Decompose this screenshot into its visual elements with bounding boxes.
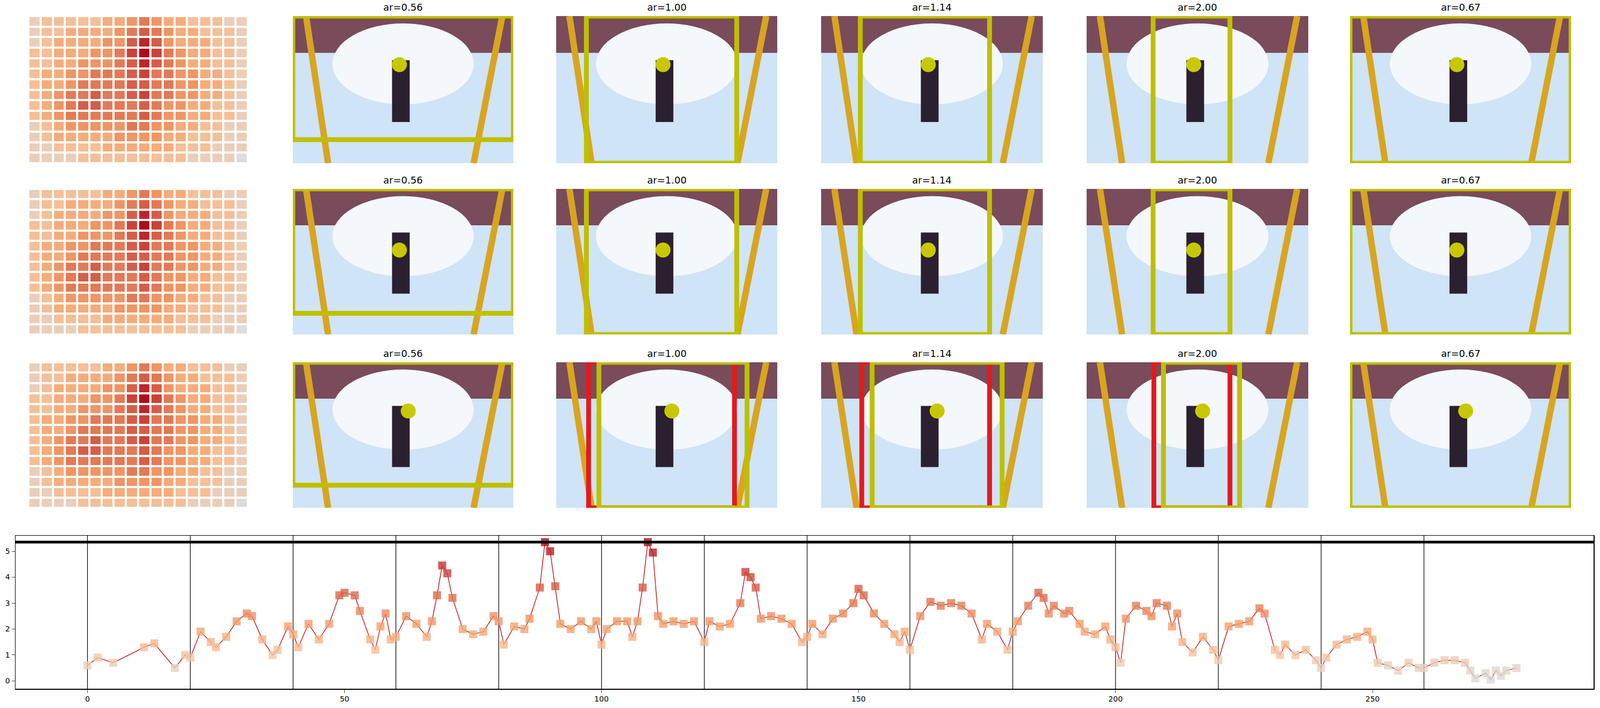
svg-text:1: 1	[5, 650, 11, 660]
svg-text:ar=1.00: ar=1.00	[647, 1, 687, 13]
svg-text:250: 250	[1365, 694, 1380, 704]
svg-text:ar=0.56: ar=0.56	[383, 347, 423, 360]
svg-text:ar=2.00: ar=2.00	[1177, 347, 1218, 360]
svg-text:ar=0.56: ar=0.56	[383, 174, 423, 186]
svg-text:50: 50	[339, 694, 350, 704]
svg-text:150: 150	[851, 694, 866, 704]
svg-text:2: 2	[5, 624, 11, 634]
svg-text:3: 3	[5, 598, 11, 608]
svg-text:ar=0.56: ar=0.56	[383, 1, 423, 13]
svg-text:ar=1.14: ar=1.14	[912, 174, 952, 186]
svg-text:ar=1.00: ar=1.00	[647, 347, 687, 360]
svg-text:ar=1.14: ar=1.14	[912, 347, 952, 360]
svg-text:100: 100	[594, 694, 609, 704]
svg-text:ar=0.67: ar=0.67	[1441, 347, 1481, 360]
svg-text:200: 200	[1108, 694, 1124, 704]
svg-text:4: 4	[5, 572, 11, 582]
svg-text:0: 0	[5, 676, 11, 686]
svg-text:ar=2.00: ar=2.00	[1177, 1, 1218, 13]
svg-text:ar=1.00: ar=1.00	[647, 174, 687, 186]
svg-text:ar=1.14: ar=1.14	[912, 1, 952, 13]
svg-text:0: 0	[85, 694, 90, 704]
svg-text:ar=0.67: ar=0.67	[1441, 1, 1481, 13]
svg-text:ar=0.67: ar=0.67	[1441, 174, 1481, 186]
svg-text:5: 5	[5, 547, 11, 556]
svg-text:ar=2.00: ar=2.00	[1177, 174, 1218, 186]
